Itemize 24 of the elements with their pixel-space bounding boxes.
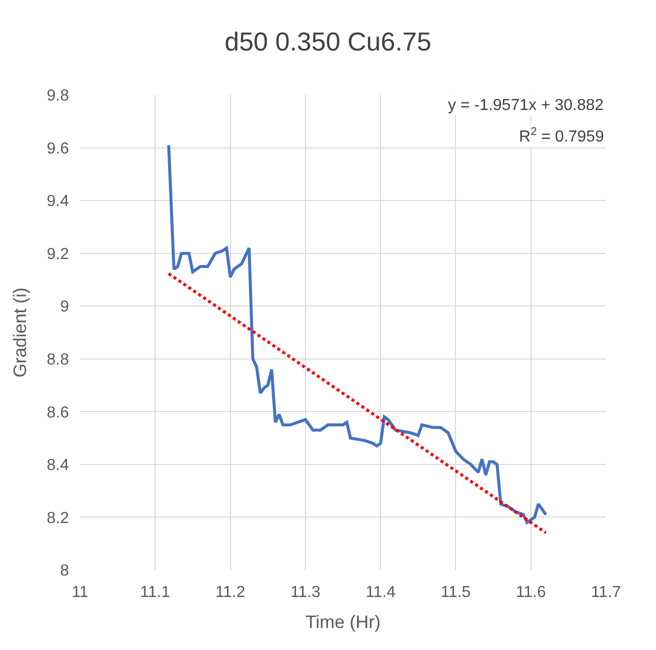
x-tick-label: 11.7 <box>591 584 622 601</box>
y-tick-label: 9.2 <box>46 246 70 263</box>
x-axis-title: Time (Hr) <box>305 612 381 632</box>
y-tick-label: 9.8 <box>46 88 70 105</box>
y-tick-label: 9 <box>60 298 70 316</box>
y-tick-label: 8.2 <box>46 510 70 527</box>
y-tick-label: 9.4 <box>46 193 70 210</box>
x-tick-label: 11.3 <box>290 584 321 601</box>
x-tick-label: 11.5 <box>440 584 471 601</box>
y-tick-label: 9.6 <box>46 140 70 158</box>
x-tick-label: 11.6 <box>516 584 546 601</box>
x-tick-label: 11 <box>72 584 88 601</box>
y-tick-label: 8.4 <box>46 457 70 474</box>
y-tick-label: 8 <box>60 562 70 580</box>
y-tick-label: 8.8 <box>46 351 70 368</box>
y-axis-title: Gradient (i) <box>10 287 30 378</box>
y-tick-label: 8.6 <box>46 404 70 422</box>
x-tick-label: 11.1 <box>140 584 170 601</box>
annotation: y = -1.9571x + 30.882 <box>448 97 604 114</box>
annotation: R$^{2}$ = 0.7959 <box>519 126 604 146</box>
x-tick-label: 11.2 <box>215 584 246 601</box>
chart-title: d50 0.350 Cu6.75 <box>224 26 432 57</box>
line-series <box>167 144 548 524</box>
x-tick-label: 11.4 <box>366 584 396 601</box>
